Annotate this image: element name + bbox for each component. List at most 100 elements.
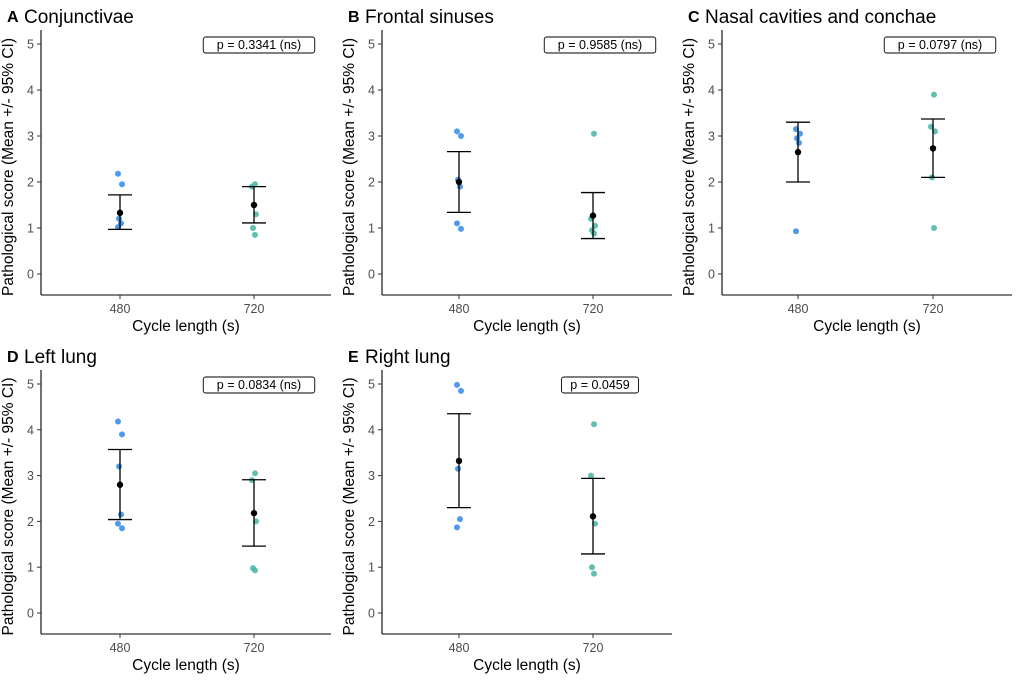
p-value-box — [543, 36, 657, 54]
x-tick-label: 720 — [923, 302, 944, 316]
y-tick-label: 4 — [368, 84, 375, 98]
mean-point — [589, 513, 597, 520]
x-axis-title: Cycle length (s) — [473, 657, 581, 674]
x-tick-label: 720 — [583, 302, 604, 316]
p-value-box — [561, 376, 639, 394]
y-tick-label: 5 — [708, 38, 715, 52]
y-tick-label: 0 — [27, 607, 34, 621]
data-point — [589, 564, 595, 571]
mean-point — [455, 457, 463, 465]
y-tick-label: 1 — [708, 222, 715, 236]
data-point — [116, 463, 122, 470]
y-axis-title: Pathological score (Mean +/- 95% CI) — [341, 38, 358, 296]
data-point — [115, 418, 121, 425]
y-tick-label: 5 — [368, 38, 375, 52]
data-point — [455, 465, 461, 472]
y-tick-label: 2 — [27, 176, 34, 190]
panel-title: Nasal cavities and conchae — [705, 7, 936, 28]
data-point — [591, 570, 597, 577]
data-point — [458, 133, 464, 139]
p-value-box — [883, 36, 997, 54]
p-value-label: p = 0.0459 — [570, 378, 629, 392]
y-tick-label: 5 — [368, 378, 375, 392]
y-tick-label: 4 — [708, 84, 715, 98]
mean-point — [929, 145, 937, 152]
panel-letter: C — [688, 9, 700, 26]
y-tick-label: 3 — [708, 130, 715, 144]
data-point — [252, 470, 258, 477]
panel-title: Left lung — [24, 347, 97, 368]
mean-point — [589, 212, 597, 219]
x-tick-label: 480 — [449, 641, 470, 655]
data-point — [250, 225, 256, 231]
panel-title: Right lung — [365, 347, 451, 368]
y-tick-label: 1 — [368, 561, 375, 575]
y-axis-title: Pathological score (Mean +/- 95% CI) — [341, 377, 358, 635]
data-point — [591, 421, 597, 428]
p-value-box — [202, 36, 316, 54]
y-tick-label: 2 — [27, 515, 34, 529]
data-point — [119, 431, 125, 438]
x-axis-title: Cycle length (s) — [132, 657, 240, 674]
mean-point — [116, 209, 124, 217]
data-point — [252, 231, 258, 238]
data-point — [793, 228, 799, 235]
data-point — [115, 170, 121, 177]
data-point — [591, 230, 597, 237]
y-tick-label: 4 — [27, 423, 34, 437]
x-axis-title: Cycle length (s) — [473, 318, 581, 335]
y-tick-label: 3 — [368, 130, 375, 144]
data-point — [252, 567, 258, 574]
y-tick-label: 1 — [368, 222, 375, 236]
data-point — [454, 524, 460, 531]
mean-point — [250, 201, 258, 209]
y-tick-label: 2 — [368, 176, 375, 190]
y-tick-label: 0 — [708, 268, 715, 282]
panel-letter: D — [7, 349, 19, 366]
y-tick-label: 4 — [368, 423, 375, 437]
y-tick-label: 1 — [27, 561, 34, 575]
data-point — [931, 91, 937, 98]
y-tick-label: 3 — [27, 130, 34, 144]
y-tick-label: 0 — [27, 268, 34, 282]
x-tick-label: 720 — [583, 641, 604, 655]
mean-point — [794, 148, 802, 156]
panel-title: Conjunctivae — [24, 7, 134, 28]
y-tick-label: 4 — [27, 84, 34, 98]
data-point — [458, 225, 464, 232]
y-tick-label: 3 — [368, 469, 375, 483]
panel-a: A Conjunctivae 0 1 2 3 4 5 480 720 Cycle length (s… — [0, 7, 331, 335]
panel-d: D Left lung 0 1 2 3 4 5 480 720 Cycle length (s) Pa… — [0, 347, 331, 674]
p-value-label: p = 0.0797 (ns) — [898, 38, 982, 52]
data-point — [588, 472, 594, 479]
y-axis-title: Pathological score (Mean +/- 95% CI) — [0, 377, 17, 635]
y-tick-label: 5 — [27, 38, 34, 52]
y-tick-label: 0 — [368, 268, 375, 282]
y-tick-label: 1 — [27, 222, 34, 236]
x-tick-label: 720 — [244, 641, 265, 655]
y-axis-title: Pathological score (Mean +/- 95% CI) — [681, 38, 698, 296]
y-tick-label: 5 — [27, 378, 34, 392]
x-tick-label: 480 — [449, 302, 470, 316]
panel-letter: B — [348, 9, 360, 26]
data-point — [454, 128, 460, 135]
panel-letter: E — [348, 349, 359, 366]
panel-letter: A — [7, 9, 19, 26]
y-tick-label: 2 — [708, 176, 715, 190]
mean-point — [455, 178, 463, 186]
data-point — [457, 516, 463, 523]
y-tick-label: 2 — [368, 515, 375, 529]
x-tick-label: 480 — [110, 641, 131, 655]
data-point — [458, 387, 464, 394]
data-point — [591, 130, 597, 137]
data-point — [454, 220, 460, 227]
panel-c: C Nasal cavities and conchae 0 1 2 3 4 5 480 720C… — [681, 7, 1012, 335]
mean-point — [116, 481, 124, 488]
data-point — [796, 139, 802, 146]
mean-point — [250, 509, 258, 517]
p-value-label: p = 0.3341 (ns) — [217, 38, 301, 52]
y-axis-title: Pathological score (Mean +/- 95% CI) — [0, 38, 17, 296]
